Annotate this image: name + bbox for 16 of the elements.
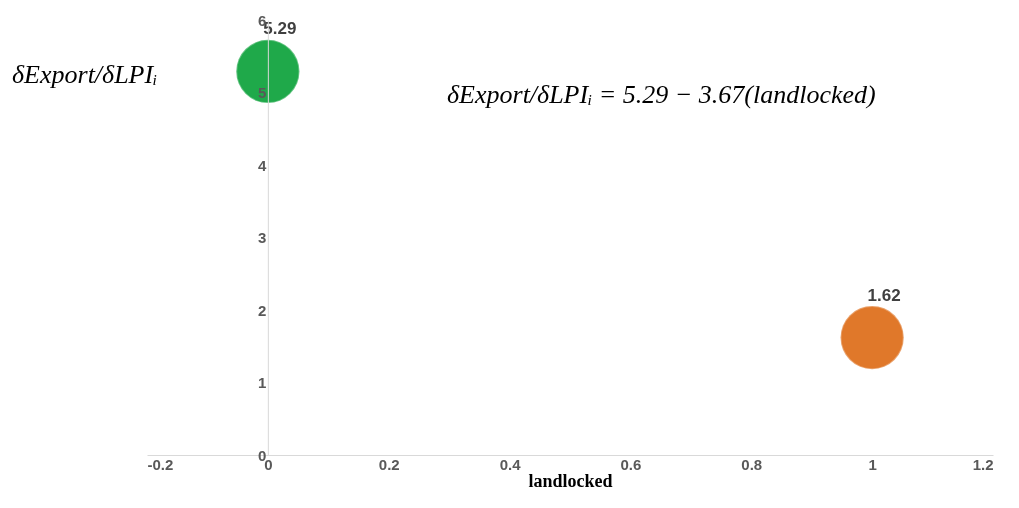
- x-tick-label: -0.2: [147, 455, 174, 473]
- y-tick-label: 4: [258, 156, 268, 174]
- x-tick-label: 0.8: [741, 455, 763, 473]
- x-tick-label: 0.6: [620, 455, 642, 473]
- y-tick-label: 1: [258, 374, 267, 391]
- data-label: 1.62: [867, 285, 901, 305]
- y-tick-label: 5: [258, 84, 267, 101]
- x-tick-label: 0.4: [499, 455, 522, 473]
- x-tick-label: 0.2: [378, 455, 400, 473]
- x-axis-title: landlocked: [528, 470, 613, 491]
- y-axis-title: δExport/δLPIᵢ: [12, 60, 158, 89]
- annotation: δExport/δLPIᵢ = 5.29 − 3.67(landlocked): [447, 80, 876, 109]
- x-tick-label: 1.2: [972, 455, 994, 473]
- x-tick-label: 1: [868, 455, 877, 473]
- y-tick-label: 3: [258, 229, 267, 246]
- y-tick-label: 2: [258, 301, 267, 319]
